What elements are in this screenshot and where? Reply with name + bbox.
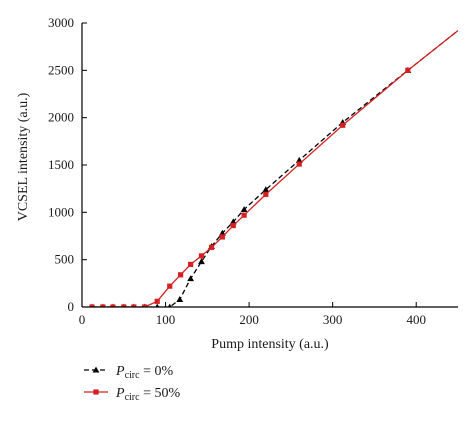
y-tick-label: 2500	[48, 62, 74, 77]
series-pcirc-0-line	[92, 30, 458, 307]
series-pcirc-50-point	[219, 234, 225, 240]
x-tick-label: 0	[79, 312, 86, 327]
series-pcirc-50-point	[405, 67, 411, 73]
series-pcirc-0-point	[295, 156, 303, 163]
series-pcirc-50-point	[208, 244, 215, 250]
y-tick-label: 3000	[48, 15, 74, 30]
legend-swatch-marker	[93, 389, 99, 395]
axes: 0 500 1000 1500 2000 2500 3000 0 100 200 300 400	[48, 15, 458, 327]
series-pcirc-0-point	[218, 229, 226, 236]
series-pcirc-50-point	[142, 304, 148, 307]
y-tick-label: 500	[55, 252, 75, 267]
legend-label: Pcirc = 50%	[115, 386, 180, 403]
legend-swatch-marker	[92, 366, 100, 373]
series-pcirc-50-point	[89, 304, 95, 307]
series-pcirc-50-point	[100, 304, 106, 307]
legend: Pcirc = 0% Pcirc = 50%	[84, 364, 180, 403]
y-tick-label: 1000	[48, 204, 74, 219]
series-pcirc-50-point	[241, 212, 247, 218]
series-pcirc-50-point	[263, 191, 269, 197]
x-tick-label: 200	[239, 312, 259, 327]
x-tick-label: 100	[156, 312, 176, 327]
series-pcirc-50-point	[110, 304, 116, 307]
x-axis-title: Pump intensity (a.u.)	[211, 337, 329, 352]
y-tick-label: 2000	[48, 110, 74, 125]
y-tick-label: 1500	[48, 157, 74, 172]
series-pcirc-50-point	[121, 304, 127, 307]
series-pcirc-0-point	[187, 275, 195, 282]
x-tick-label: 400	[406, 312, 426, 327]
series-pcirc-50-point	[340, 122, 346, 128]
legend-label: Pcirc = 0%	[115, 364, 173, 381]
series-pcirc-50-point	[167, 283, 173, 289]
series-pcirc-50-point	[154, 298, 160, 304]
plot-area	[89, 30, 458, 307]
series-pcirc-50-point	[230, 222, 236, 229]
series-pcirc-0-point	[262, 186, 270, 193]
series-group	[89, 30, 458, 307]
series-pcirc-50-point	[177, 272, 184, 278]
series-pcirc-0-point	[198, 258, 205, 265]
series-pcirc-0-point	[155, 303, 160, 307]
x-tick-label: 300	[323, 312, 343, 327]
series-pcirc-50-point	[296, 161, 302, 167]
series-pcirc-0-point	[229, 218, 237, 225]
series-pcirc-50-line	[92, 30, 458, 307]
series-pcirc-50-point	[198, 253, 205, 259]
series-pcirc-0-point	[167, 303, 172, 307]
series-pcirc-0-point	[176, 296, 184, 302]
series-pcirc-50-point	[188, 261, 194, 267]
series-pcirc-50-point	[131, 304, 137, 307]
series-pcirc-0-point	[240, 206, 248, 213]
legend-item-pcirc-0: Pcirc = 0%	[84, 364, 173, 381]
y-axis-title: VCSEL intensity (a.u.)	[16, 92, 31, 221]
y-tick-label: 0	[68, 299, 75, 314]
legend-item-pcirc-50: Pcirc = 50%	[84, 386, 180, 403]
